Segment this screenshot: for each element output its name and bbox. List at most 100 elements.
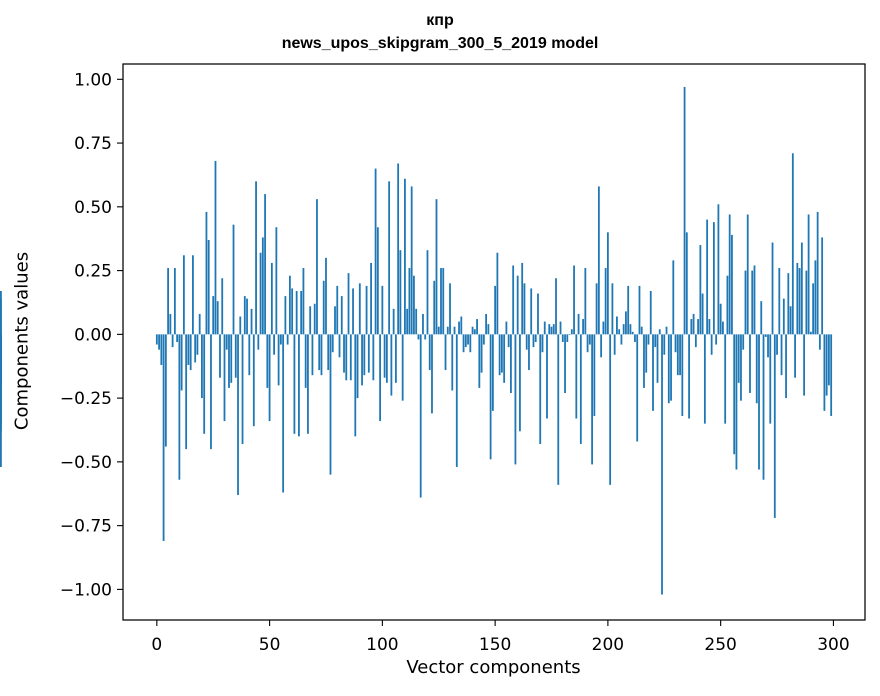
bar [629, 324, 632, 335]
bar [742, 334, 745, 350]
bar [683, 86, 686, 335]
bar [426, 250, 429, 335]
bar [291, 288, 294, 335]
bar [728, 214, 731, 335]
bar [352, 288, 354, 335]
bar [171, 334, 174, 348]
bar [408, 268, 411, 335]
bar [309, 306, 312, 335]
bar [627, 285, 630, 335]
bar [604, 268, 607, 335]
bar [500, 334, 503, 373]
bar [570, 329, 573, 335]
bar [575, 334, 578, 419]
bar [185, 334, 188, 450]
bar [789, 306, 792, 335]
chart-title: кпр [426, 12, 454, 29]
bar [823, 334, 826, 411]
bar [537, 293, 539, 335]
bar [588, 334, 591, 345]
bar [273, 334, 275, 355]
bar [246, 298, 248, 335]
bar [577, 313, 580, 335]
bar [381, 285, 384, 335]
bar [390, 334, 393, 396]
bar [417, 334, 420, 340]
bar [796, 262, 799, 335]
bar [724, 334, 727, 424]
bar [618, 329, 621, 335]
bar [722, 321, 724, 335]
bar [482, 334, 485, 345]
y-tick-label: 0.75 [74, 134, 112, 154]
bar [681, 334, 684, 416]
bar [329, 334, 332, 475]
x-axis-label: Vector components [406, 657, 581, 678]
bar [167, 268, 169, 335]
bar [514, 334, 517, 465]
bar [446, 326, 449, 335]
bar [787, 273, 790, 335]
bar [782, 298, 785, 335]
bar [503, 334, 506, 383]
bar [816, 211, 819, 335]
bar [431, 334, 433, 414]
bar [805, 270, 808, 335]
bar [376, 227, 379, 335]
bar [444, 334, 447, 371]
y-tick-label: 0.50 [74, 198, 112, 218]
bar [532, 334, 535, 348]
bar [327, 334, 330, 371]
bar [268, 334, 271, 422]
bar [717, 204, 720, 335]
chart-subtitle: news_upos_skipgram_300_5_2019 model [281, 35, 599, 52]
bar [676, 334, 679, 376]
bar [385, 334, 388, 383]
bar [573, 265, 575, 335]
bar [712, 222, 715, 335]
bar [699, 245, 702, 335]
bar [261, 237, 264, 335]
ticks-layer: 0 50 100 150 200 250 300 −1.00 −0.75 −0.50 −0.25 0.… [60, 70, 850, 655]
bar [550, 326, 553, 335]
bar [674, 334, 677, 353]
bar [270, 262, 273, 335]
y-tick-label: −0.75 [60, 517, 112, 537]
bar [478, 334, 481, 388]
bar [548, 324, 551, 335]
bar [473, 329, 476, 335]
bar [225, 334, 228, 350]
bar [744, 270, 747, 335]
bar [528, 334, 530, 371]
bar [318, 334, 321, 371]
bar [451, 334, 454, 391]
bar [284, 296, 287, 335]
bar [530, 288, 533, 335]
bar [162, 334, 165, 541]
bar [818, 334, 821, 350]
y-tick-label: −0.25 [60, 389, 112, 409]
bar [519, 334, 521, 432]
bar [794, 334, 796, 378]
bar [534, 334, 537, 342]
bar [205, 211, 208, 335]
bar [155, 334, 158, 345]
bar [494, 285, 497, 335]
bar [803, 334, 805, 396]
bar [595, 283, 598, 335]
bar [643, 334, 645, 388]
bar [367, 334, 370, 373]
bar [564, 334, 566, 394]
bar [458, 321, 460, 335]
bar [388, 181, 391, 335]
bar [809, 331, 812, 335]
bar [507, 334, 510, 348]
bar [250, 308, 253, 335]
bar [498, 334, 501, 376]
bar [455, 334, 458, 467]
bar [415, 308, 418, 335]
bar [767, 334, 769, 358]
bar [658, 329, 661, 335]
bar [471, 326, 474, 335]
bar [521, 262, 524, 335]
